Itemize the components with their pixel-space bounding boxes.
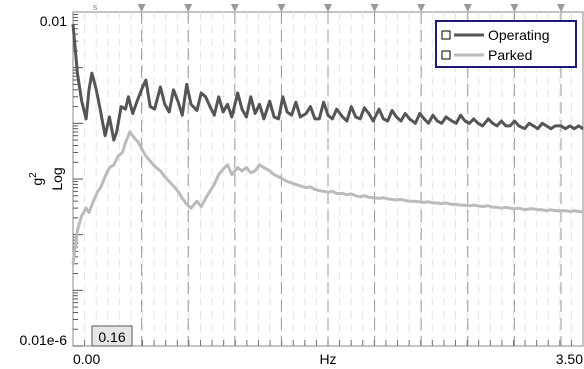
harmonic-marker[interactable] (510, 4, 519, 12)
legend-label-parked: Parked (488, 47, 532, 63)
y-minor-ticks (73, 14, 572, 347)
cursor-readout-value: 0.16 (98, 329, 125, 345)
harmonic-marker[interactable] (324, 4, 332, 12)
harmonic-marker[interactable] (417, 4, 426, 12)
y-axis-unit: g2 (28, 172, 45, 186)
legend-checkbox-operating[interactable] (441, 30, 451, 40)
harmonic-fundamental-marker[interactable]: s (93, 2, 98, 12)
harmonic-marker[interactable] (184, 4, 193, 12)
harmonic-marker[interactable] (463, 4, 472, 12)
y-tick-bottom: 0.01e-6 (20, 332, 68, 348)
harmonic-marker[interactable] (230, 4, 239, 12)
legend-entry-parked[interactable]: Parked (441, 47, 532, 63)
x-tick-end: 3.50 (556, 351, 583, 367)
y-tick-top: 0.01 (40, 13, 67, 29)
legend-label-operating: Operating (488, 27, 549, 43)
harmonic-marker[interactable] (277, 4, 286, 12)
harmonic-marker[interactable] (557, 4, 565, 12)
x-tick-start: 0.00 (73, 351, 100, 367)
y-axis-label: Log (49, 167, 65, 190)
harmonic-marker[interactable] (137, 4, 146, 12)
legend-entry-operating[interactable]: Operating (441, 27, 549, 43)
series-line-parked (71, 130, 583, 264)
harmonic-marker[interactable] (370, 4, 379, 12)
series-line-operating (71, 24, 584, 142)
x-axis-label: Hz (319, 351, 336, 367)
legend-checkbox-parked[interactable] (441, 50, 451, 60)
series-layer (71, 24, 584, 264)
legend: Operating Parked (435, 20, 577, 68)
cursor-readout[interactable]: 0.16 (91, 325, 133, 347)
harmonic-markers[interactable]: s (93, 2, 565, 12)
legend-box (435, 20, 577, 68)
